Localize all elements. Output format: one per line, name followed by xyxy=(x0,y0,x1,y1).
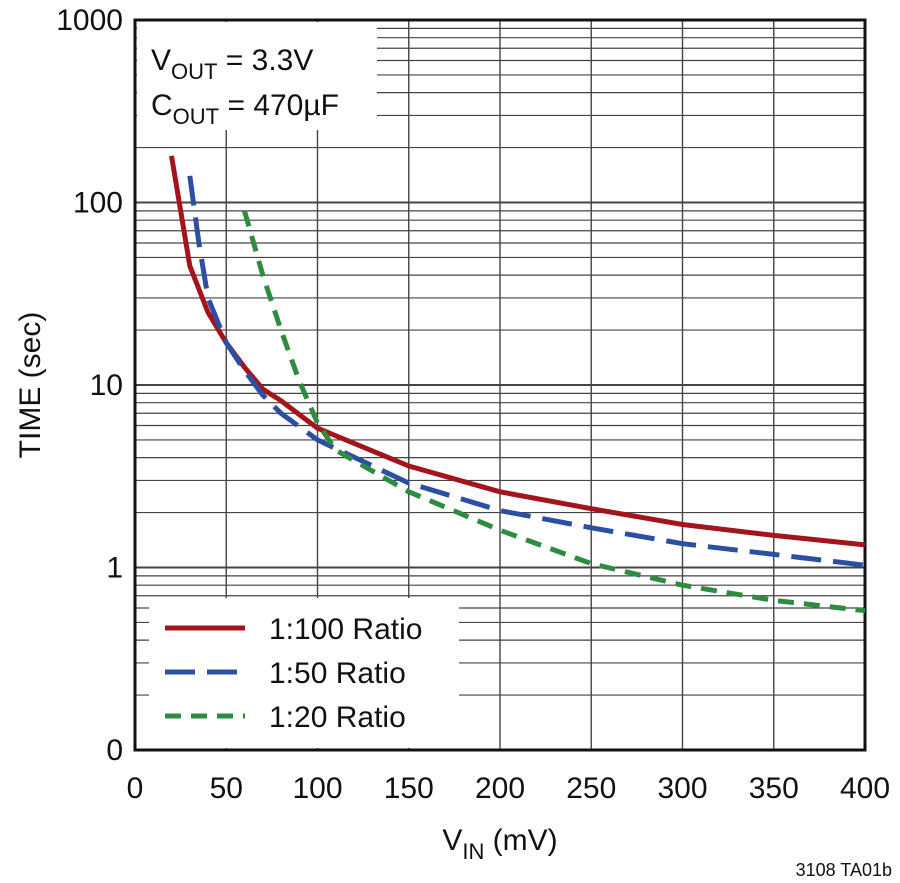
x-tick-label: 150 xyxy=(384,772,434,805)
series-line-2 xyxy=(187,175,866,568)
y-tick-label: 0 xyxy=(106,734,123,767)
legend-background xyxy=(149,598,459,748)
y-tick-label: 1000 xyxy=(56,4,123,37)
series-layer xyxy=(169,155,866,614)
series-line-3 xyxy=(242,210,866,614)
conditions-background xyxy=(137,22,377,130)
x-tick-label: 200 xyxy=(475,772,525,805)
legend-label-1-100: 1:100 Ratio xyxy=(269,613,422,646)
x-tick-labels: 0 50 100 150 200 250 300 350 400 xyxy=(127,772,890,805)
legend: 1:100 Ratio 1:50 Ratio 1:20 Ratio xyxy=(149,598,459,748)
plot-frame xyxy=(133,18,867,752)
x-tick-label: 50 xyxy=(210,772,243,805)
y-tick-label: 10 xyxy=(90,369,123,402)
x-tick-label: 400 xyxy=(840,772,890,805)
x-tick-label: 350 xyxy=(749,772,799,805)
y-tick-labels: 0 1 10 100 1000 xyxy=(56,4,123,767)
conditions-box: VOUT = 3.3V COUT = 470µF xyxy=(137,22,377,130)
y-tick-label: 1 xyxy=(106,552,123,585)
cout-condition: COUT = 470µF xyxy=(151,89,339,129)
y-axis-title: TIME (sec) xyxy=(14,312,47,459)
legend-label-1-20: 1:20 Ratio xyxy=(269,701,406,734)
x-tick-label: 0 xyxy=(127,772,144,805)
series-line-1 xyxy=(169,155,866,548)
y-tick-label: 100 xyxy=(73,187,123,220)
legend-label-1-50: 1:50 Ratio xyxy=(269,657,406,690)
x-axis-title: VIN (mV) xyxy=(442,824,557,864)
x-tick-label: 250 xyxy=(566,772,616,805)
vout-condition: VOUT = 3.3V xyxy=(151,44,313,84)
x-tick-label: 300 xyxy=(657,772,707,805)
figure-id: 3108 TA01b xyxy=(796,860,892,880)
x-tick-label: 100 xyxy=(292,772,342,805)
